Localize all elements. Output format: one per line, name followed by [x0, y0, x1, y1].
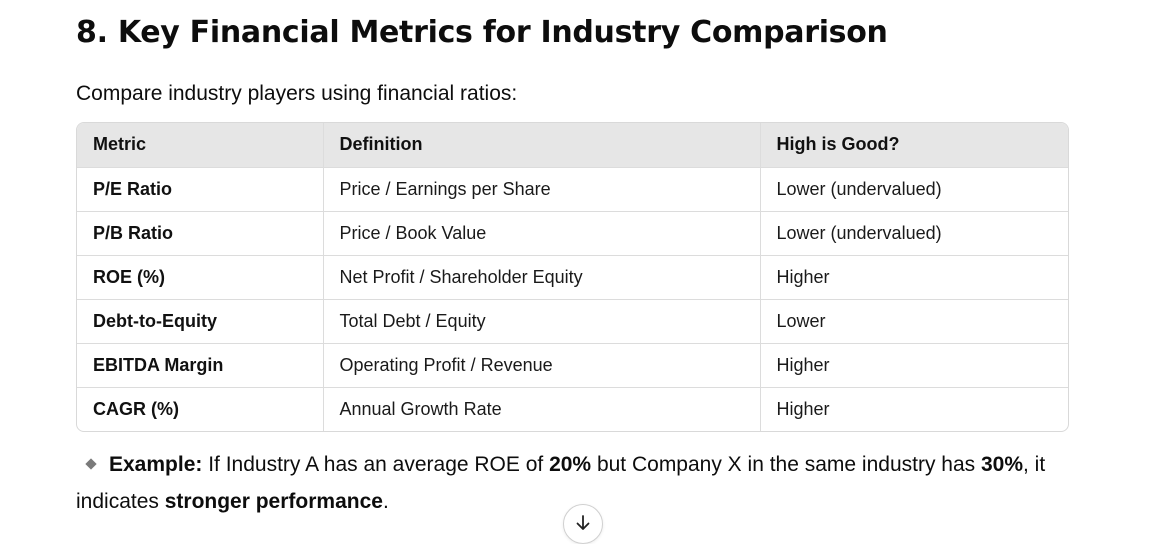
- example-value-1: 20%: [549, 453, 592, 476]
- definition-cell: Annual Growth Rate: [323, 387, 761, 431]
- high-is-good-cell: Lower: [760, 299, 1068, 344]
- table-row: P/B Ratio Price / Book Value Lower (unde…: [77, 211, 1068, 256]
- high-is-good-cell: Lower (undervalued): [760, 167, 1068, 212]
- definition-cell: Net Profit / Shareholder Equity: [323, 255, 761, 300]
- diamond-bullet-icon: [85, 458, 97, 470]
- example-text-3: , it indicates: [76, 453, 1046, 513]
- example-paragraph: Example: If Industry A has an average RO…: [76, 446, 1069, 520]
- table-row: EBITDA Margin Operating Profit / Revenue…: [77, 343, 1068, 388]
- column-header-metric: Metric: [77, 123, 324, 168]
- definition-cell: Price / Book Value: [323, 211, 761, 256]
- scroll-down-button[interactable]: [563, 504, 603, 544]
- high-is-good-cell: Higher: [760, 255, 1068, 300]
- table-row: CAGR (%) Annual Growth Rate Higher: [77, 387, 1068, 431]
- metric-cell: P/E Ratio: [77, 167, 324, 212]
- metric-cell: EBITDA Margin: [77, 343, 324, 388]
- metric-cell: Debt-to-Equity: [77, 299, 324, 344]
- example-emphasis: stronger performance: [164, 490, 383, 513]
- example-text-1: If Industry A has an average ROE of: [202, 453, 550, 476]
- metric-cell: P/B Ratio: [77, 211, 324, 256]
- table-row: P/E Ratio Price / Earnings per Share Low…: [77, 167, 1068, 212]
- definition-cell: Price / Earnings per Share: [323, 167, 761, 212]
- column-header-definition: Definition: [323, 123, 761, 168]
- example-label: Example:: [109, 453, 203, 476]
- high-is-good-cell: Higher: [760, 343, 1068, 388]
- table-row: Debt-to-Equity Total Debt / Equity Lower: [77, 299, 1068, 344]
- table-header-row: Metric Definition High is Good?: [77, 123, 1068, 168]
- table-row: ROE (%) Net Profit / Shareholder Equity …: [77, 255, 1068, 300]
- high-is-good-cell: Lower (undervalued): [760, 211, 1068, 256]
- metric-cell: CAGR (%): [77, 387, 324, 431]
- definition-cell: Operating Profit / Revenue: [323, 343, 761, 388]
- metrics-table-container: Metric Definition High is Good? P/E Rati…: [76, 122, 1069, 432]
- metrics-table: Metric Definition High is Good? P/E Rati…: [77, 123, 1068, 431]
- intro-text: Compare industry players using financial…: [76, 82, 518, 105]
- high-is-good-cell: Higher: [776, 398, 830, 419]
- example-text-4: .: [382, 490, 389, 513]
- example-value-2: 30%: [980, 453, 1024, 476]
- section-heading: 8. Key Financial Metrics for Industry Co…: [76, 15, 888, 50]
- definition-cell: Total Debt / Equity: [323, 299, 761, 344]
- arrow-down-icon: [576, 515, 590, 530]
- example-text-2: but Company X in the same industry has: [591, 453, 981, 476]
- metric-cell: ROE (%): [77, 255, 324, 300]
- column-header-high-is-good: High is Good?: [760, 123, 1068, 168]
